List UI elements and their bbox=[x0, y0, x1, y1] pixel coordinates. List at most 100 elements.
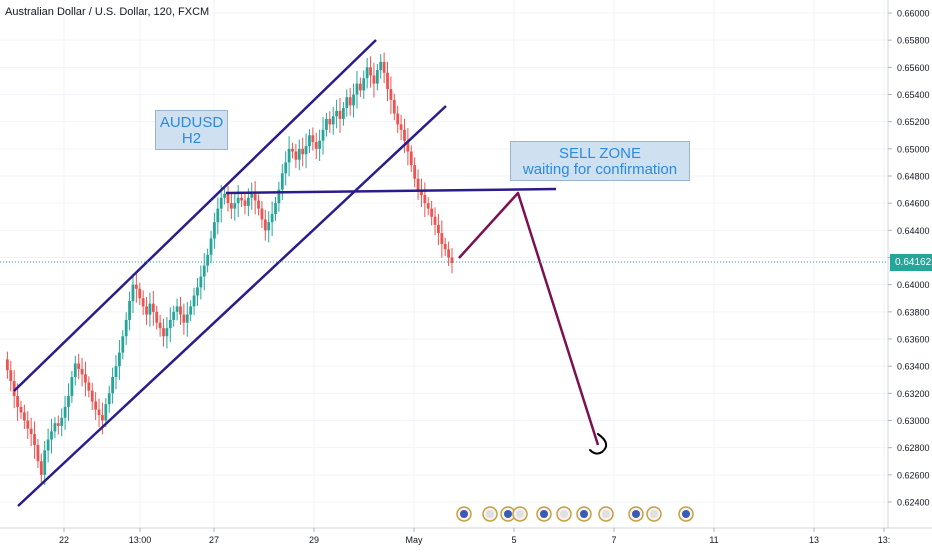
candle-body bbox=[67, 396, 70, 407]
chart-title: Australian Dollar / U.S. Dollar, 120, FX… bbox=[5, 6, 210, 18]
price-tick-label: 0.64000 bbox=[897, 280, 930, 290]
candle-body bbox=[104, 404, 108, 421]
candle-body bbox=[26, 420, 30, 429]
candle-body bbox=[375, 70, 379, 84]
time-tick-label: 13: bbox=[878, 535, 891, 545]
candle-body bbox=[185, 314, 189, 323]
symbol-label-box[interactable]: AUDUSD H2 bbox=[155, 110, 228, 150]
candle-body bbox=[379, 61, 383, 71]
candles bbox=[5, 52, 454, 486]
time-axis[interactable]: 22 13:00 27 29 May 5 7 11 13 13: bbox=[59, 528, 890, 545]
price-tick-label: 0.64400 bbox=[897, 226, 930, 236]
candle-body bbox=[297, 148, 301, 160]
candle-body bbox=[219, 197, 223, 209]
candle-body bbox=[263, 219, 267, 231]
last-price-tag: 0.64162 bbox=[890, 254, 932, 271]
candle-body bbox=[382, 61, 386, 73]
candle-body bbox=[416, 178, 420, 190]
candle-body bbox=[43, 450, 47, 475]
candle-body bbox=[372, 75, 376, 84]
event-flag-inner bbox=[580, 510, 588, 518]
candle-body bbox=[53, 423, 57, 432]
candle-body bbox=[151, 303, 155, 312]
candle-body bbox=[433, 216, 437, 225]
candle-body bbox=[223, 193, 227, 198]
candle-body bbox=[314, 142, 318, 149]
candle-body bbox=[155, 311, 159, 323]
candle-body bbox=[145, 306, 148, 315]
candle-body bbox=[206, 254, 210, 266]
event-flag-inner bbox=[632, 510, 640, 518]
candle-body bbox=[413, 165, 417, 179]
price-tick-label: 0.63600 bbox=[897, 335, 930, 345]
candle-body bbox=[294, 151, 298, 160]
candle-body bbox=[352, 94, 355, 106]
candle-body bbox=[107, 393, 111, 405]
candle-body bbox=[56, 423, 60, 426]
candle-body bbox=[430, 208, 434, 217]
price-tick-label: 0.65000 bbox=[897, 144, 930, 154]
sell-zone-label: SELL ZONE bbox=[559, 145, 641, 162]
price-axis[interactable]: 0.66000 0.65800 0.65600 0.65400 0.65200 0.650… bbox=[888, 9, 930, 508]
candle-body bbox=[440, 233, 444, 244]
candle-body bbox=[311, 135, 315, 143]
projection-path[interactable] bbox=[458, 191, 600, 446]
candle-body bbox=[389, 89, 393, 100]
candle-body bbox=[138, 288, 142, 299]
candle-body bbox=[406, 140, 410, 152]
time-tick-label: 11 bbox=[709, 535, 718, 545]
candle-body bbox=[321, 129, 325, 141]
candle-body bbox=[308, 135, 311, 147]
candle-body bbox=[39, 461, 43, 475]
event-flag-inner bbox=[460, 510, 468, 518]
candle-body bbox=[128, 300, 131, 320]
candle-body bbox=[87, 382, 91, 391]
price-tick-label: 0.65600 bbox=[897, 63, 930, 73]
neckline[interactable] bbox=[225, 187, 557, 195]
timeframe-label: H2 bbox=[181, 129, 202, 147]
price-tick-label: 0.64800 bbox=[897, 172, 930, 182]
candle-body bbox=[12, 381, 16, 397]
sell-zone-label-box[interactable]: SELL ZONE waiting for confirmation bbox=[510, 141, 690, 181]
time-tick-label: 5 bbox=[511, 535, 516, 545]
candle-body bbox=[250, 193, 254, 198]
candle-body bbox=[280, 173, 284, 190]
candle-body bbox=[16, 396, 19, 407]
channel-upper-line[interactable] bbox=[13, 39, 377, 392]
price-tick-label: 0.62600 bbox=[897, 470, 930, 480]
candle-body bbox=[70, 377, 74, 397]
candle-body bbox=[148, 303, 152, 315]
candle-body bbox=[168, 319, 172, 329]
time-tick-label: 13:00 bbox=[129, 535, 152, 545]
candle-body bbox=[358, 83, 362, 91]
candle-body bbox=[270, 214, 274, 223]
candle-body bbox=[101, 415, 104, 421]
candle-body bbox=[341, 108, 345, 119]
candle-body bbox=[124, 319, 128, 337]
candle-body bbox=[420, 189, 423, 196]
candle-body bbox=[80, 368, 84, 375]
price-tick-label: 0.63800 bbox=[897, 307, 930, 317]
economic-events bbox=[456, 506, 694, 522]
candle-body bbox=[331, 116, 335, 125]
projection-arrowhead bbox=[589, 433, 608, 455]
candle-body bbox=[318, 140, 322, 149]
candle-body bbox=[338, 110, 342, 119]
candle-body bbox=[284, 162, 288, 174]
event-flag-inner bbox=[682, 510, 690, 518]
candle-body bbox=[386, 72, 389, 90]
candle-body bbox=[369, 67, 372, 76]
price-tick-label: 0.65800 bbox=[897, 36, 930, 46]
candle-body bbox=[196, 287, 199, 296]
candle-body bbox=[348, 97, 352, 106]
candle-body bbox=[226, 193, 230, 204]
channel-lower-line[interactable] bbox=[17, 105, 447, 507]
candle-body bbox=[141, 298, 145, 307]
candle-body bbox=[179, 306, 182, 315]
price-tick-label: 0.65200 bbox=[897, 117, 930, 127]
event-flag-inner bbox=[650, 510, 658, 518]
drawings bbox=[13, 39, 608, 507]
candle-body bbox=[392, 99, 396, 114]
